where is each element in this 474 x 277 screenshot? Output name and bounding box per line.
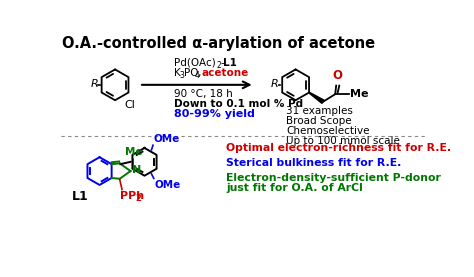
Text: 4: 4 [194,71,200,80]
Text: -: - [220,58,224,68]
Text: 31 examples: 31 examples [286,106,353,116]
Text: L1: L1 [72,190,88,203]
Text: PPh: PPh [120,191,145,201]
Text: Down to 0.1 mol % Pd: Down to 0.1 mol % Pd [173,99,303,109]
Text: R: R [90,79,98,89]
Text: R: R [271,79,279,89]
Text: acetone: acetone [201,68,249,78]
Text: Pd(OAc): Pd(OAc) [174,58,216,68]
Text: 90 °C, 18 h: 90 °C, 18 h [173,89,232,99]
Text: O.A.-controlled α-arylation of acetone: O.A.-controlled α-arylation of acetone [63,35,375,50]
Text: Sterical bulkiness fit for R.E.: Sterical bulkiness fit for R.E. [226,158,401,168]
Text: OMe: OMe [154,134,180,144]
Text: K: K [173,68,180,78]
Text: 3: 3 [180,71,185,80]
Text: 80-99% yield: 80-99% yield [173,109,255,119]
Text: Up to 100 mmol scale: Up to 100 mmol scale [286,136,400,147]
Text: ,: , [198,68,201,78]
Text: 2: 2 [216,61,221,70]
Text: N: N [132,165,141,175]
Text: just fit for O.A. of ArCl: just fit for O.A. of ArCl [226,183,363,193]
Text: OMe: OMe [155,180,181,190]
Text: Broad Scope: Broad Scope [286,116,352,126]
Text: Me: Me [350,89,369,99]
Text: PO: PO [183,68,198,78]
Text: Chemoselective: Chemoselective [286,126,370,136]
Polygon shape [309,92,324,103]
Text: Cl: Cl [124,100,135,110]
Text: L1: L1 [223,58,237,68]
Text: Optimal electron-richness fit for R.E.: Optimal electron-richness fit for R.E. [226,143,451,153]
Text: Electron-density-sufficient P-donor: Electron-density-sufficient P-donor [226,173,441,183]
Text: 2: 2 [135,194,141,203]
Text: Me: Me [125,147,142,157]
Text: O: O [333,69,343,82]
